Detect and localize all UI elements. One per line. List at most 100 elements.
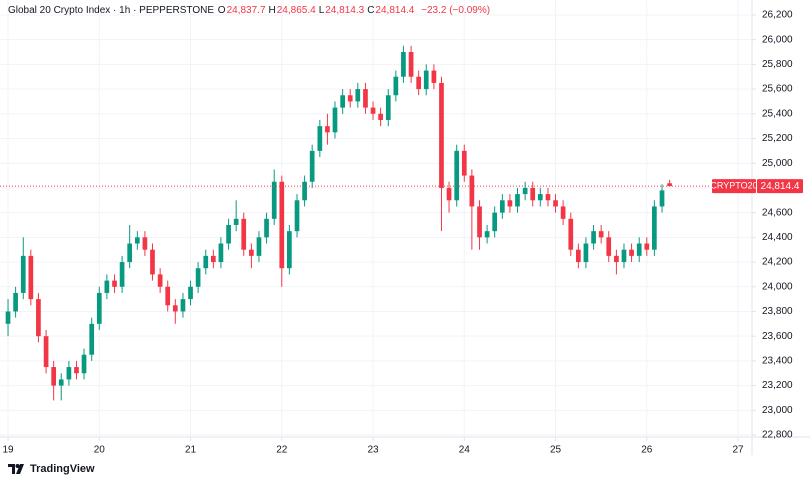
candle-body [233,218,239,225]
x-tick-label: 22 [276,445,288,456]
candle-body [659,190,665,207]
symbol-title: Global 20 Crypto Index · 1h · PEPPERSTON… [8,5,215,16]
candle-body [469,175,475,207]
brand-name: TradingView [30,463,95,475]
candle-body [347,95,353,102]
candle-body [142,237,148,250]
price-tag-label: 24,814.4 [761,181,800,192]
candle-body [652,206,657,250]
candle-body [74,367,79,374]
candle-body [629,249,634,256]
candle-body [568,218,574,250]
y-tick-label: 24,000 [762,281,793,292]
candle-body [530,187,536,201]
candle-body [210,255,216,263]
candle-body [5,311,11,324]
legend: Global 20 Crypto Index · 1h · PEPPERSTON… [8,5,491,16]
ohlc-label: H [268,5,276,16]
candle-body [96,292,102,324]
candle-body [340,95,345,108]
x-tick-label: 26 [641,445,653,456]
x-tick-label: 23 [367,445,379,456]
candle-body [195,268,201,287]
candle-body [249,249,254,256]
price-tag [757,179,803,194]
candle-body [606,237,612,256]
y-tick-label: 23,600 [762,331,793,342]
x-tick-label: 19 [2,445,14,456]
candle-body [241,218,247,250]
candle-body [325,126,330,133]
candle-body [264,218,269,238]
candle-body [20,255,26,293]
candle-body [112,280,117,287]
candle-body [401,52,406,77]
x-tick-label: 24 [459,445,471,456]
grid [0,0,752,437]
candle-body [499,200,505,213]
candle-body [157,274,163,287]
candle-body [636,243,642,256]
y-tick-label: 25,800 [762,59,793,70]
candle-body [431,70,437,83]
ohlc-label: O [217,5,226,16]
candle-body [332,107,338,133]
candle-body [256,237,262,256]
candle-body [43,336,49,368]
ohlc-value: 24,814.4 [375,5,415,16]
ohlc-value: 24,837.7 [226,5,266,16]
candle-body [477,206,482,238]
y-tick-label: 25,600 [762,84,793,95]
x-tick-label: 25 [550,445,562,456]
candle-body [226,224,231,244]
candle-body [439,82,444,188]
y-tick-label: 24,600 [762,207,793,218]
ohlc: O24,837.7 H24,865.4 L24,814.3 C24,814.4 [218,5,418,16]
candle-body [614,255,619,263]
candle-body [134,237,140,244]
candle-body [560,206,566,219]
candle-body [416,76,422,90]
candle-body [150,249,155,275]
candle-body [355,89,361,102]
candle-body [446,187,452,201]
ohlc-label: L [318,5,325,16]
candle-body [302,181,307,201]
brand[interactable]: TradingView [8,463,95,475]
x-tick-label: 20 [94,445,106,456]
candle-body [271,181,277,219]
candle-body [621,249,627,263]
candle-body [644,243,650,250]
candle-body [294,200,300,232]
candle-body [58,379,64,386]
symbol-tag [712,179,756,194]
brand-logo [8,464,24,474]
candle-body [13,292,18,312]
candle-body [507,200,513,207]
y-tick-label: 24,200 [762,257,793,268]
candle-body [89,323,95,355]
y-tick-label: 26,200 [762,10,793,21]
candle-body [81,354,87,374]
candle-body [165,286,171,306]
ohlc-value: 24,865.4 [276,5,316,16]
candle-body [598,231,604,238]
x-tick-label: 21 [185,445,197,456]
candle-body [287,231,292,269]
y-tick-label: 22,800 [762,430,793,441]
candle-body [172,305,178,312]
y-tick-label: 23,800 [762,306,793,317]
candle-body [576,249,581,263]
candle-body [66,367,72,380]
candle-body [317,126,323,151]
y-tick-label: 23,000 [762,405,793,416]
candle-body [180,299,186,312]
y-tick-label: 25,000 [762,158,793,169]
candle-body [461,150,467,176]
candle-body [522,187,528,195]
ohlc-label: C [367,5,375,16]
candle-body [104,280,110,293]
y-tick-label: 25,200 [762,133,793,144]
